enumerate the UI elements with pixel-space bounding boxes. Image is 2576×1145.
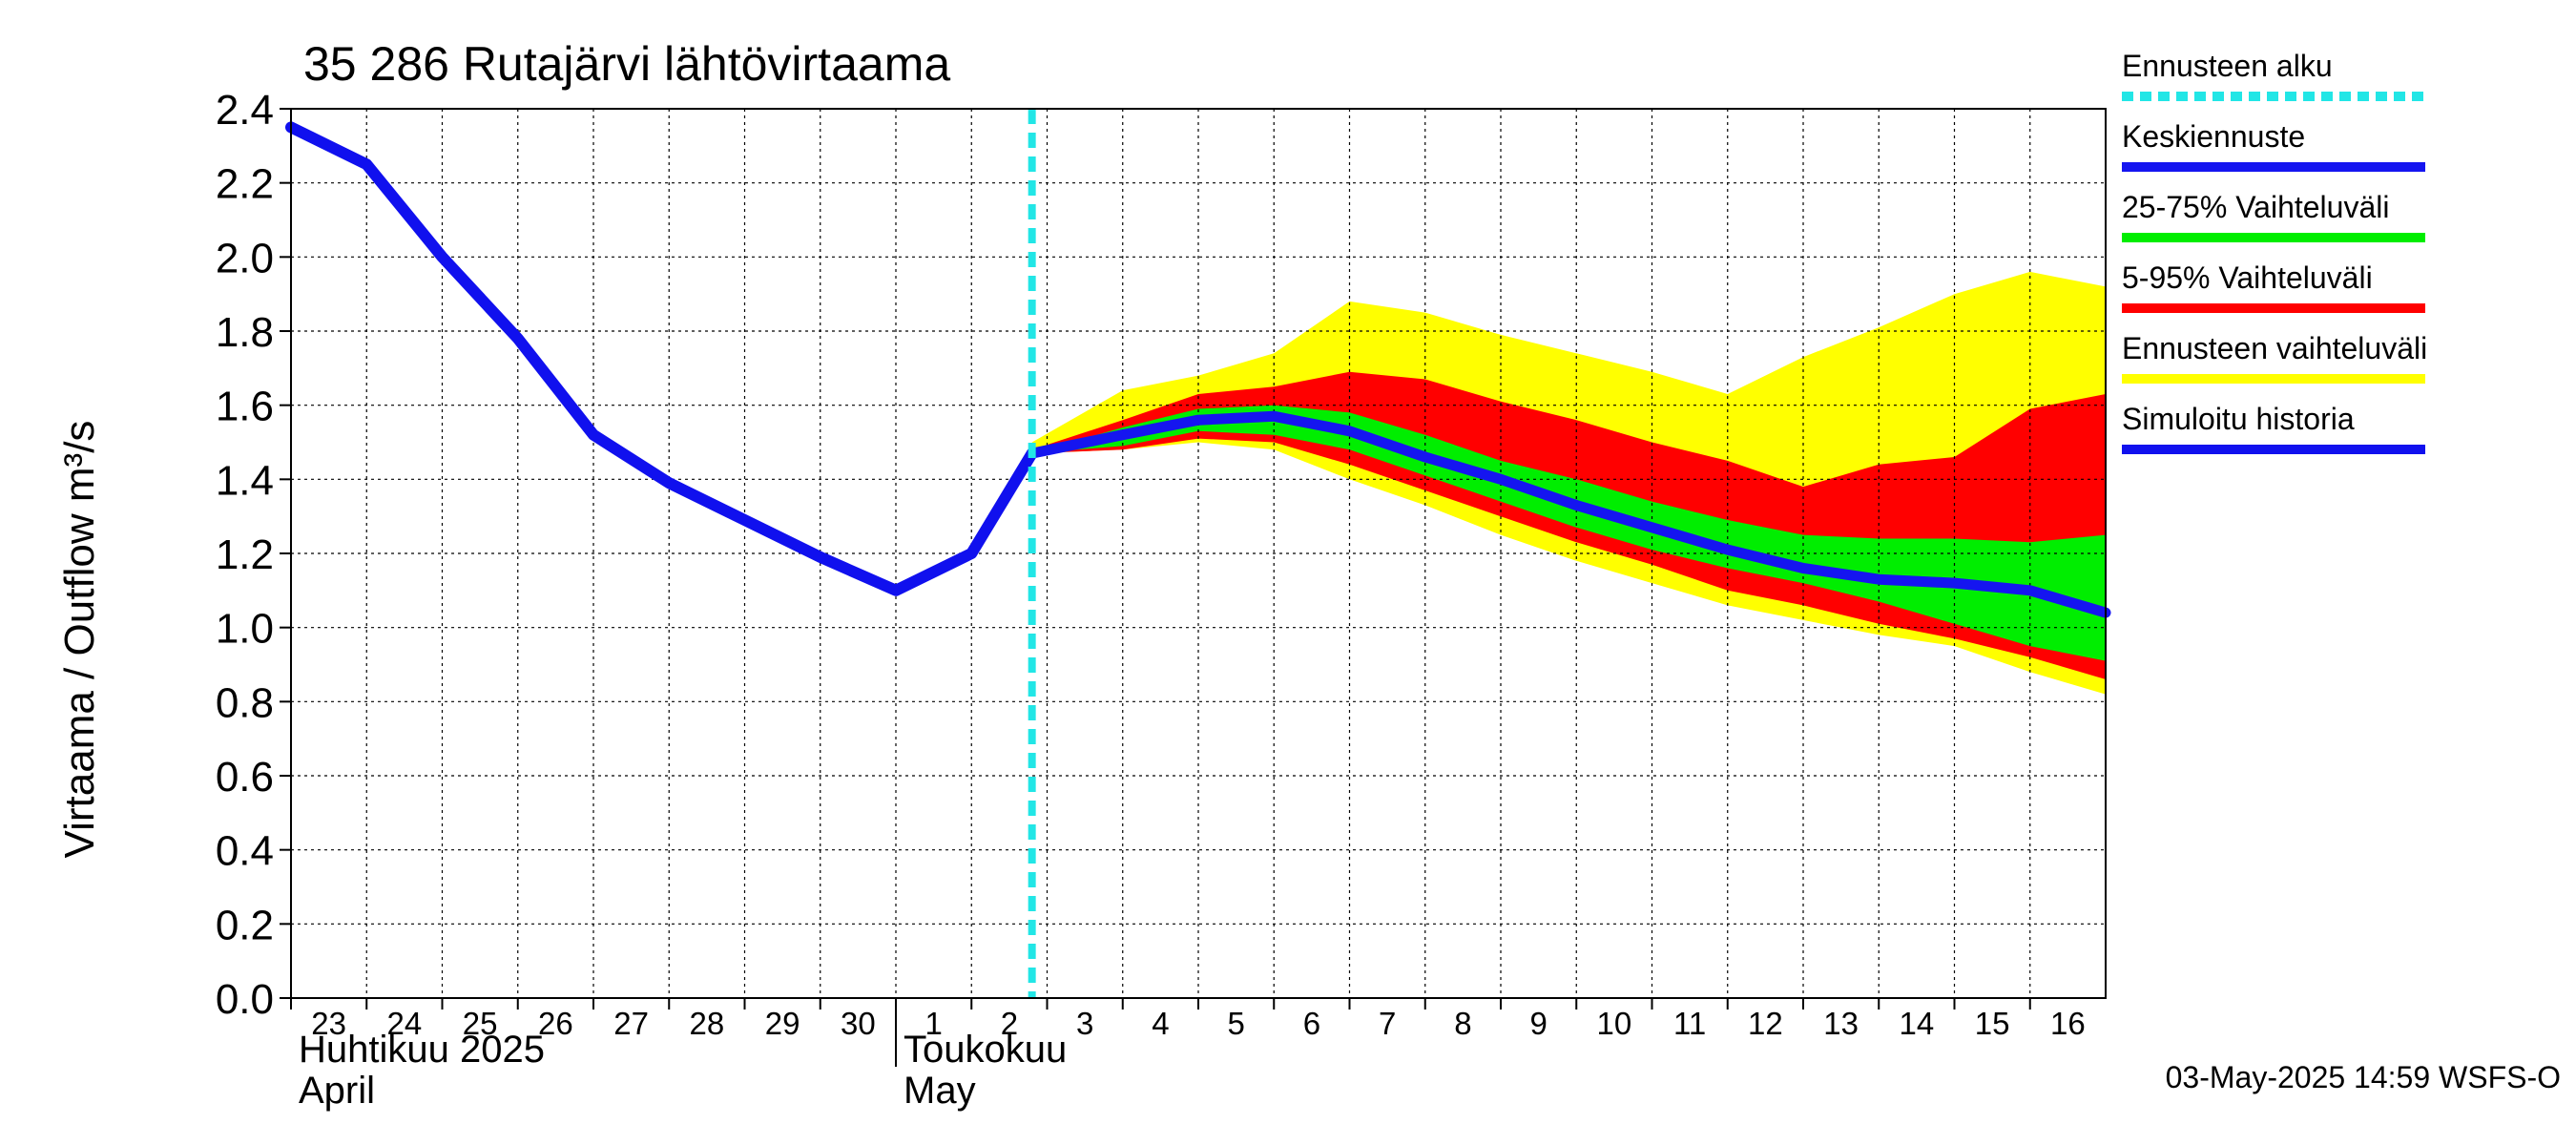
y-tick-label: 1.8 bbox=[216, 309, 274, 356]
month-label-en: May bbox=[904, 1070, 976, 1112]
x-tick-label: 12 bbox=[1748, 1006, 1783, 1041]
band-5-95 bbox=[1031, 371, 2106, 679]
y-tick-label: 2.0 bbox=[216, 235, 274, 281]
y-tick-label: 0.2 bbox=[216, 902, 274, 948]
legend-label: 25-75% Vaihteluväli bbox=[2122, 190, 2389, 224]
x-tick-label: 1 bbox=[924, 1006, 942, 1041]
y-tick-label: 1.2 bbox=[216, 531, 274, 578]
x-tick-label: 8 bbox=[1454, 1006, 1471, 1041]
x-tick-label: 6 bbox=[1303, 1006, 1320, 1041]
x-tick-label: 16 bbox=[2050, 1006, 2086, 1041]
y-tick-label: 0.4 bbox=[216, 828, 274, 875]
x-tick-label: 28 bbox=[690, 1006, 725, 1041]
legend-label: Simuloitu historia bbox=[2122, 402, 2355, 436]
y-tick-label: 0.6 bbox=[216, 754, 274, 801]
y-tick-label: 0.0 bbox=[216, 976, 274, 1023]
x-tick-label: 23 bbox=[311, 1006, 346, 1041]
month-label: Huhtikuu 2025 bbox=[299, 1029, 545, 1071]
x-tick-label: 25 bbox=[463, 1006, 498, 1041]
history-line bbox=[285, 121, 1038, 596]
x-tick-label: 2 bbox=[1001, 1006, 1018, 1041]
x-tick-label: 13 bbox=[1823, 1006, 1859, 1041]
x-tick-label: 30 bbox=[841, 1006, 876, 1041]
footer-timestamp: 03-May-2025 14:59 WSFS-O bbox=[2166, 1060, 2561, 1094]
x-tick-label: 11 bbox=[1673, 1006, 1706, 1041]
x-tick-label: 10 bbox=[1597, 1006, 1632, 1041]
x-tick-label: 26 bbox=[538, 1006, 573, 1041]
y-tick-label: 2.2 bbox=[216, 161, 274, 208]
x-tick-label: 3 bbox=[1076, 1006, 1093, 1041]
x-tick-label: 14 bbox=[1900, 1006, 1935, 1041]
month-label: Toukokuu bbox=[904, 1029, 1067, 1071]
x-tick-label: 4 bbox=[1152, 1006, 1169, 1041]
y-axis-label: Virtaama / Outflow m³/s bbox=[56, 421, 103, 859]
x-tick-label: 24 bbox=[387, 1006, 423, 1041]
legend-label: Ennusteen alku bbox=[2122, 49, 2333, 83]
legend-label: Keskiennuste bbox=[2122, 119, 2305, 154]
x-tick-label: 5 bbox=[1227, 1006, 1244, 1041]
x-tick-label: 7 bbox=[1379, 1006, 1396, 1041]
y-tick-label: 1.4 bbox=[216, 457, 274, 504]
mean-forecast-line bbox=[1027, 410, 2111, 618]
plot-frame bbox=[290, 108, 2107, 999]
x-tick-label: 27 bbox=[613, 1006, 649, 1041]
y-tick-label: 2.4 bbox=[216, 87, 274, 134]
chart-title: 35 286 Rutajärvi lähtövirtaama bbox=[303, 37, 950, 91]
x-tick-label: 15 bbox=[1975, 1006, 2010, 1041]
y-tick-label: 1.0 bbox=[216, 606, 274, 653]
legend-label: 5-95% Vaihteluväli bbox=[2122, 260, 2373, 295]
x-tick-label: 9 bbox=[1529, 1006, 1547, 1041]
month-label-en: April bbox=[299, 1070, 375, 1112]
y-tick-label: 0.8 bbox=[216, 679, 274, 726]
legend-label: Ennusteen vaihteluväli bbox=[2122, 331, 2427, 365]
x-tick-label: 29 bbox=[765, 1006, 800, 1041]
y-tick-label: 1.6 bbox=[216, 384, 274, 430]
